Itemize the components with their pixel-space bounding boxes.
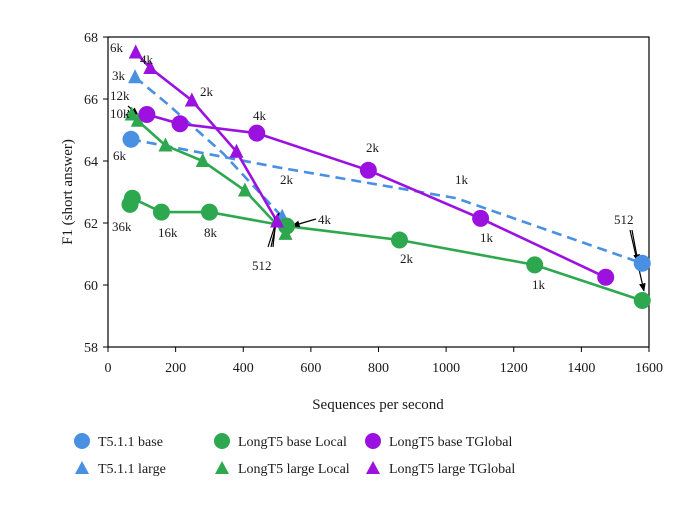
point-label: 4k bbox=[318, 212, 332, 227]
data-point-circle bbox=[633, 292, 651, 309]
legend-marker-triangle bbox=[366, 461, 380, 474]
point-label: 2k bbox=[200, 84, 214, 99]
y-axis-title: F1 (short answer) bbox=[60, 139, 76, 245]
plot-area bbox=[107, 36, 650, 348]
point-label: 36k bbox=[112, 219, 132, 234]
annotation-arrows bbox=[126, 105, 646, 292]
point-labels: 6k 4k 2k 3k 12k 10k 6k 4k 2k 2k 1k 1k 36k 16k 8k 4k 512 2… bbox=[110, 40, 634, 292]
x-tick-label: 1200 bbox=[500, 361, 528, 376]
data-point-circle bbox=[152, 203, 170, 221]
point-label: 4k bbox=[140, 52, 154, 67]
annotation-arrow bbox=[291, 218, 317, 228]
data-point-circle bbox=[359, 161, 377, 179]
data-point-triangle bbox=[158, 137, 173, 152]
legend-marker-triangle bbox=[215, 461, 229, 474]
data-point-triangle bbox=[229, 143, 244, 158]
point-label: 8k bbox=[204, 225, 218, 240]
dashed-series-line bbox=[130, 138, 643, 265]
data-point-circle bbox=[390, 231, 408, 249]
legend-marker-circle bbox=[74, 433, 90, 449]
data-point-circle bbox=[526, 256, 544, 274]
legend-label: LongT5 large TGlobal bbox=[389, 462, 515, 477]
x-tick-label: 400 bbox=[233, 361, 254, 376]
x-tick-label: 200 bbox=[165, 361, 186, 376]
x-tick-label: 800 bbox=[368, 361, 389, 376]
legend-marker-circle bbox=[214, 433, 230, 449]
data-point-triangle bbox=[195, 153, 210, 167]
data-point-circle bbox=[138, 106, 156, 123]
x-tick-label: 1400 bbox=[567, 361, 595, 376]
data-point-triangle bbox=[130, 112, 145, 127]
y-tick-label: 60 bbox=[84, 279, 98, 294]
x-tick-label: 600 bbox=[300, 361, 321, 376]
legend-marker-triangle bbox=[75, 461, 89, 474]
data-point-triangle bbox=[184, 92, 199, 107]
data-point-triangle bbox=[128, 44, 143, 59]
point-label: 2k bbox=[400, 251, 414, 266]
data-point-circle bbox=[633, 254, 651, 272]
data-point-triangle bbox=[124, 106, 139, 121]
y-tick-label: 64 bbox=[84, 155, 98, 170]
point-label: 2k bbox=[280, 172, 294, 187]
data-point-circle bbox=[472, 209, 490, 227]
data-point-triangle bbox=[128, 69, 143, 84]
data-point-triangle bbox=[237, 182, 252, 197]
point-label: 1k bbox=[455, 172, 469, 187]
legend: T5.1.1 base LongT5 base Local LongT5 base … bbox=[74, 433, 515, 477]
data-point-triangle bbox=[270, 213, 285, 228]
y-tick-label: 66 bbox=[84, 93, 98, 108]
legend-label: T5.1.1 large bbox=[98, 462, 166, 477]
point-label: 6k bbox=[113, 148, 127, 163]
data-point-circle bbox=[122, 130, 140, 148]
x-tick-label: 1600 bbox=[635, 361, 663, 376]
x-tick-label: 1000 bbox=[432, 361, 460, 376]
data-point-circle bbox=[278, 217, 296, 235]
y-tick-label: 62 bbox=[84, 217, 98, 232]
x-axis-title: Sequences per second bbox=[312, 397, 444, 413]
series-line bbox=[146, 113, 607, 279]
point-label: 4k bbox=[253, 108, 267, 123]
dashed-series-line bbox=[134, 76, 284, 218]
series-markers bbox=[121, 44, 651, 309]
y-tick-label: 58 bbox=[84, 341, 98, 356]
data-point-circle bbox=[171, 115, 189, 133]
x-tick-label: 0 bbox=[105, 361, 112, 376]
point-label: 10k bbox=[110, 106, 130, 121]
legend-label: LongT5 base TGlobal bbox=[389, 435, 512, 450]
point-label: 6k bbox=[110, 40, 124, 55]
x-axis: 0 200 400 600 800 1000 1200 1400 1600 bbox=[105, 347, 663, 376]
data-point-circle bbox=[248, 124, 266, 142]
point-label: 12k bbox=[110, 88, 130, 103]
data-point-circle bbox=[597, 268, 615, 286]
legend-label: T5.1.1 base bbox=[98, 435, 163, 450]
point-label: 2k bbox=[366, 140, 380, 155]
point-label: 16k bbox=[158, 225, 178, 240]
point-label: 3k bbox=[112, 68, 126, 83]
data-point-triangle bbox=[143, 60, 158, 74]
y-tick-label: 68 bbox=[84, 31, 98, 46]
legend-marker-circle bbox=[365, 433, 381, 449]
point-label: 1k bbox=[532, 277, 546, 292]
point-label: 512 bbox=[252, 258, 272, 273]
point-label: 1k bbox=[480, 230, 494, 245]
legend-label: LongT5 large Local bbox=[238, 462, 350, 477]
data-point-circle bbox=[200, 203, 218, 221]
y-axis: 58 60 62 64 66 68 bbox=[84, 31, 108, 356]
legend-label: LongT5 base Local bbox=[238, 435, 347, 450]
data-point-triangle bbox=[278, 225, 293, 240]
point-label: 512 bbox=[614, 212, 634, 227]
data-point-circle bbox=[123, 189, 141, 207]
